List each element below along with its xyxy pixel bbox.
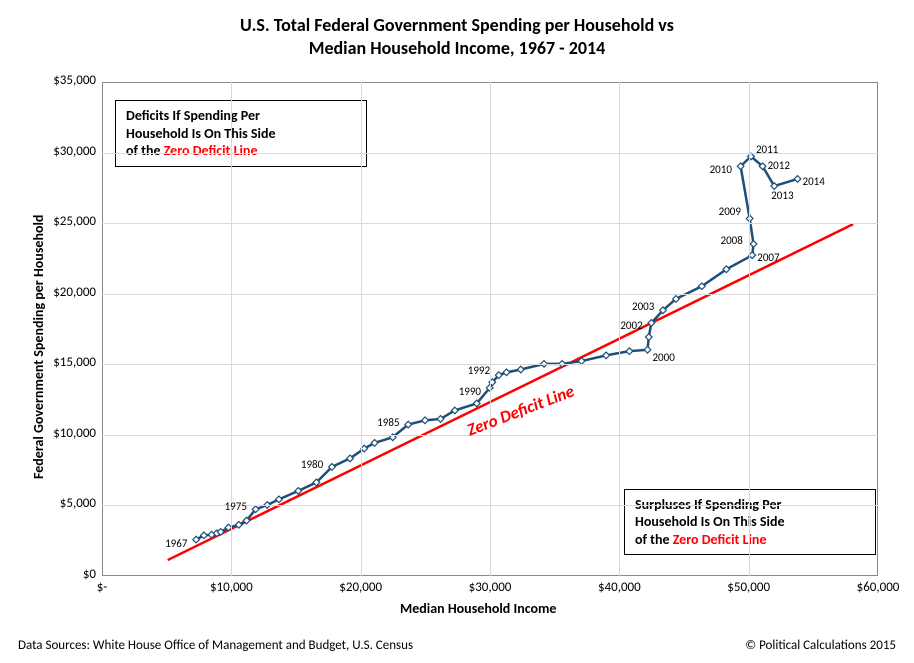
gridline-v	[749, 82, 750, 576]
chart-title: U.S. Total Federal Government Spending p…	[0, 14, 914, 59]
gridline-h	[102, 435, 878, 436]
y-tick-label: $15,000	[53, 355, 96, 370]
year-label: 2012	[768, 159, 790, 172]
year-label: 1985	[377, 416, 399, 429]
x-tick-label: $-	[77, 580, 127, 595]
year-label: 1975	[225, 500, 247, 513]
year-label: 2007	[757, 251, 779, 264]
year-label: 2011	[756, 143, 778, 156]
data-point	[746, 215, 753, 222]
y-tick-label: $35,000	[53, 73, 96, 88]
data-series-line	[196, 156, 797, 539]
data-point	[644, 346, 651, 353]
copyright: © Political Calculations 2015	[745, 638, 896, 653]
year-label: 2013	[771, 189, 793, 202]
title-line2: Median Household Income, 1967 - 2014	[0, 37, 914, 60]
y-tick-label: $30,000	[53, 144, 96, 159]
year-label: 2002	[620, 319, 642, 332]
year-label: 1967	[165, 537, 187, 550]
year-label: 1980	[301, 458, 323, 471]
year-label: 2009	[719, 205, 741, 218]
gridline-h	[102, 223, 878, 224]
y-axis-label: Federal Government Spending per Househol…	[30, 215, 47, 479]
y-tick-label: $20,000	[53, 285, 96, 300]
gridline-h	[102, 505, 878, 506]
data-point	[517, 366, 524, 373]
y-tick-label: $0	[83, 567, 96, 582]
data-point	[626, 348, 633, 355]
x-tick-label: $50,000	[724, 580, 774, 595]
gridline-v	[361, 82, 362, 576]
data-point	[645, 334, 652, 341]
year-label: 2003	[632, 300, 654, 313]
data-point	[794, 176, 801, 183]
data-point	[603, 352, 610, 359]
year-label: 2014	[803, 175, 825, 188]
surplus-annotation: Surpluses If Spending PerHousehold Is On…	[624, 489, 876, 556]
deficit-annotation: Deficits If Spending PerHousehold Is On …	[115, 100, 367, 167]
year-label: 2010	[710, 163, 732, 176]
y-tick-label: $10,000	[53, 426, 96, 441]
year-label: 2000	[652, 351, 674, 364]
x-tick-label: $10,000	[206, 580, 256, 595]
data-point	[503, 369, 510, 376]
year-label: 1992	[468, 364, 490, 377]
x-tick-label: $20,000	[336, 580, 386, 595]
data-sources: Data Sources: White House Office of Mana…	[18, 638, 413, 653]
x-tick-label: $60,000	[853, 580, 903, 595]
year-label: 2008	[721, 234, 743, 247]
year-label: 1990	[459, 385, 481, 398]
data-point	[422, 417, 429, 424]
x-tick-label: $30,000	[465, 580, 515, 595]
y-tick-label: $25,000	[53, 214, 96, 229]
gridline-h	[102, 294, 878, 295]
x-axis-label: Median Household Income	[400, 600, 556, 617]
gridline-v	[490, 82, 491, 576]
title-line1: U.S. Total Federal Government Spending p…	[0, 14, 914, 37]
x-tick-label: $40,000	[594, 580, 644, 595]
data-point	[750, 241, 757, 248]
y-tick-label: $5,000	[60, 496, 96, 511]
